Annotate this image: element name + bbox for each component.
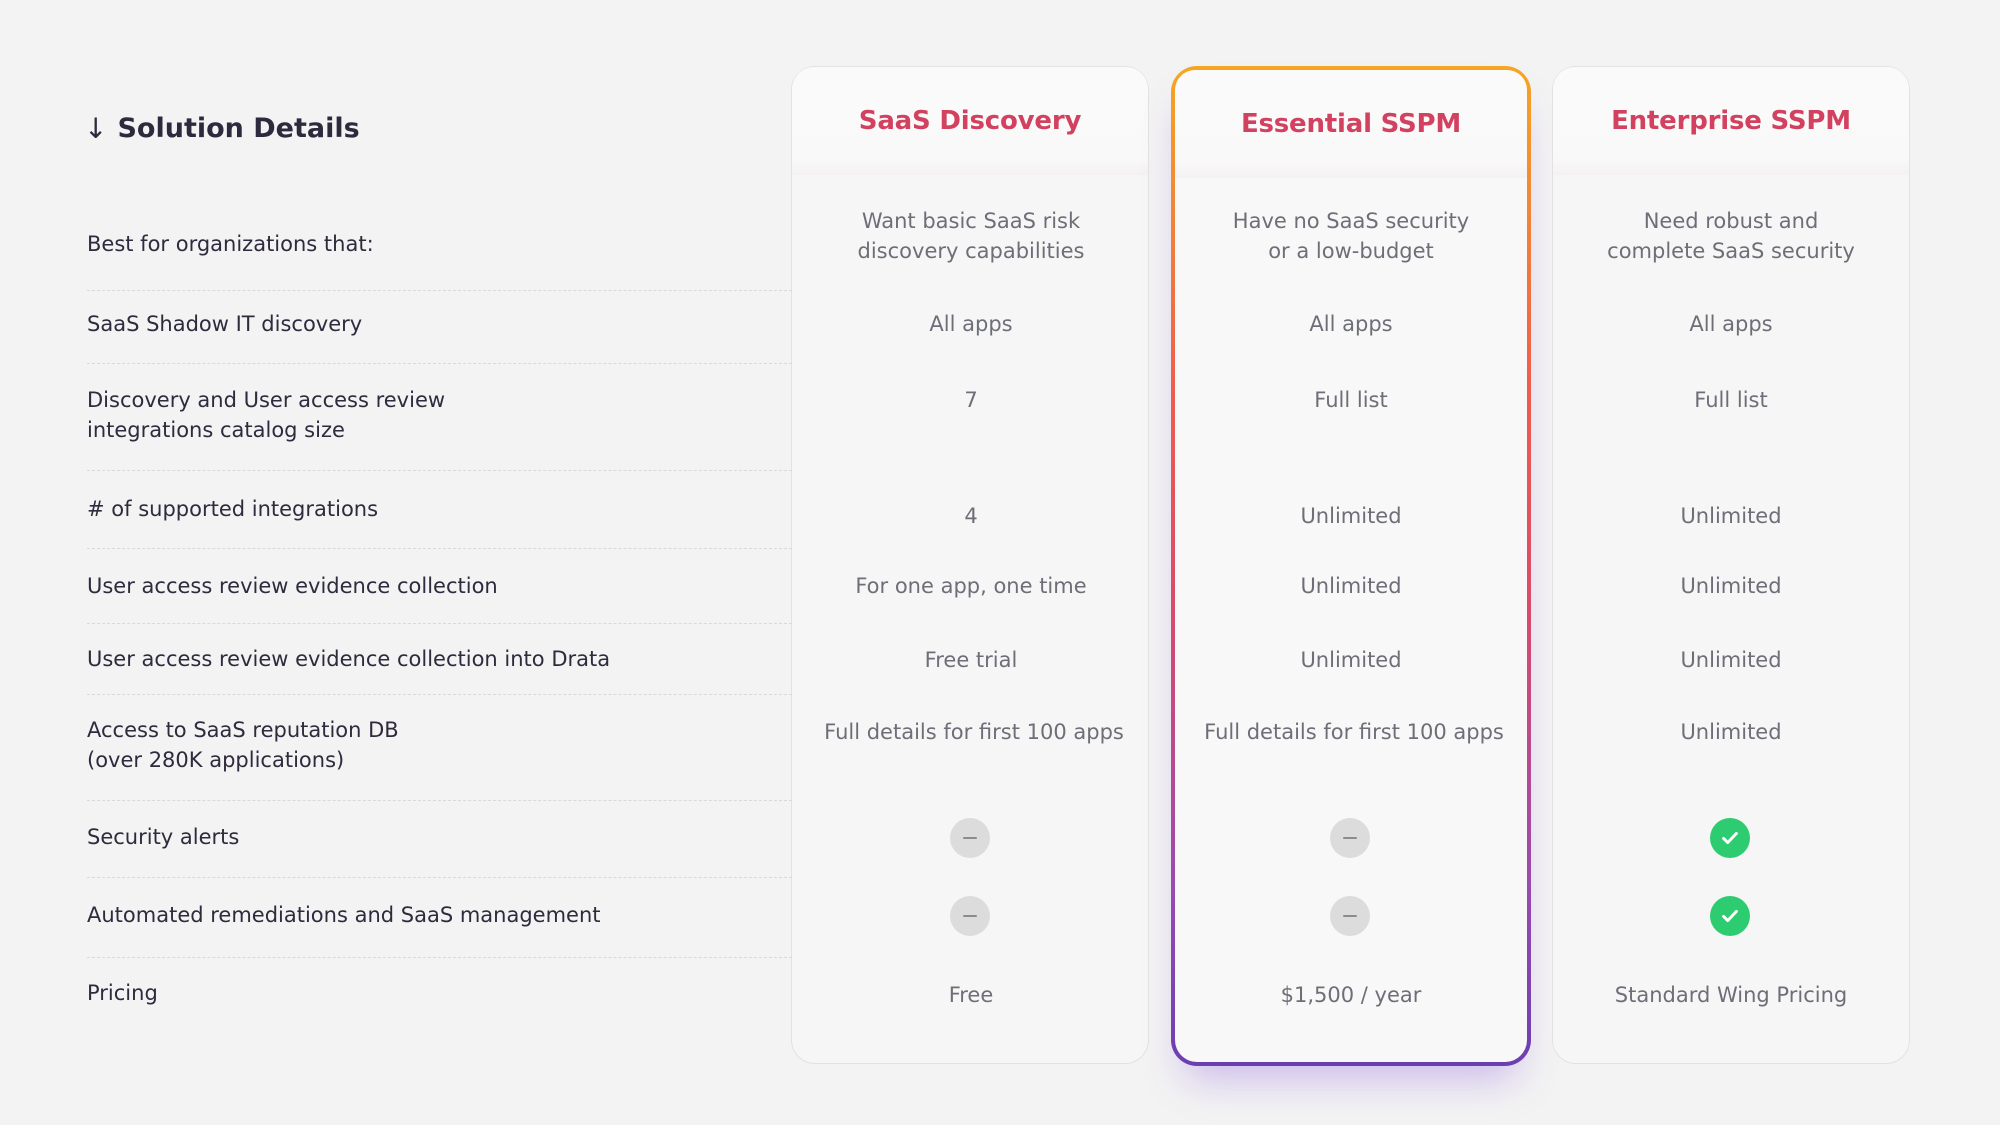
cell-value: Unlimited xyxy=(1680,504,1782,528)
row-divider xyxy=(87,877,792,878)
row-divider xyxy=(87,290,792,291)
check-icon xyxy=(1722,909,1738,923)
minus-circle-icon xyxy=(950,818,990,858)
cell-value: Full details for first 100 apps xyxy=(824,720,1124,744)
row-divider xyxy=(87,548,792,549)
minus-circle-icon xyxy=(1330,896,1370,936)
cell-value: Free trial xyxy=(924,648,1018,672)
cell-value: Have no SaaS security or a low-budget xyxy=(1232,209,1470,263)
plan-card-header: Essential SSPM xyxy=(1175,70,1527,178)
row-label-security-alerts: Security alerts xyxy=(87,825,240,849)
check-circle-icon xyxy=(1710,818,1750,858)
section-heading: ↓ Solution Details xyxy=(84,108,360,148)
cell-value: Full list xyxy=(1694,388,1768,412)
plan-title: SaaS Discovery xyxy=(858,106,1082,136)
cell-value: 4 xyxy=(964,504,978,528)
minus-circle-icon xyxy=(950,896,990,936)
row-label-reputation-db: Access to SaaS reputation DB (over 280K … xyxy=(87,718,399,772)
row-label-uar-drata: User access review evidence collection i… xyxy=(87,647,611,671)
cell-value: Full details for first 100 apps xyxy=(1204,720,1504,744)
cell-value: Full list xyxy=(1314,388,1388,412)
cell-value: Standard Wing Pricing xyxy=(1614,983,1848,1007)
cell-value: 7 xyxy=(964,388,978,412)
row-divider xyxy=(87,800,792,801)
check-icon xyxy=(1722,831,1738,845)
cell-value: Unlimited xyxy=(1680,648,1782,672)
row-divider xyxy=(87,957,792,958)
row-divider xyxy=(87,694,792,695)
cell-value: Unlimited xyxy=(1300,504,1402,528)
cell-value: Unlimited xyxy=(1680,574,1782,598)
cell-value: Unlimited xyxy=(1680,720,1782,744)
row-divider xyxy=(87,470,792,471)
cell-value: Want basic SaaS risk discovery capabilit… xyxy=(857,209,1085,263)
cell-value: All apps xyxy=(1309,312,1393,336)
row-divider xyxy=(87,623,792,624)
cell-value: Free xyxy=(948,983,994,1007)
plan-card-header: SaaS Discovery xyxy=(792,67,1148,175)
section-heading-label: Solution Details xyxy=(117,112,360,144)
cell-value: All apps xyxy=(929,312,1013,336)
row-label-best-for: Best for organizations that: xyxy=(87,232,374,256)
row-label-shadow-it: SaaS Shadow IT discovery xyxy=(87,312,363,336)
minus-circle-icon xyxy=(1330,818,1370,858)
cell-value: All apps xyxy=(1689,312,1773,336)
plan-card-header: Enterprise SSPM xyxy=(1553,67,1909,175)
plan-title: Essential SSPM xyxy=(1240,109,1462,139)
row-label-pricing: Pricing xyxy=(87,981,158,1005)
cell-value: Need robust and complete SaaS security xyxy=(1607,209,1855,263)
row-divider xyxy=(87,363,792,364)
cell-value: $1,500 / year xyxy=(1280,983,1422,1007)
check-circle-icon xyxy=(1710,896,1750,936)
cell-value: Unlimited xyxy=(1300,648,1402,672)
row-label-supported-integrations: # of supported integrations xyxy=(87,497,379,521)
cell-value: For one app, one time xyxy=(855,574,1087,598)
row-label-uar-evidence: User access review evidence collection xyxy=(87,574,498,598)
row-label-remediations: Automated remediations and SaaS manageme… xyxy=(87,903,601,927)
cell-value: Unlimited xyxy=(1300,574,1402,598)
arrow-down-icon: ↓ xyxy=(84,111,108,145)
row-label-catalog-size: Discovery and User access review integra… xyxy=(87,388,446,442)
plan-title: Enterprise SSPM xyxy=(1611,106,1851,136)
